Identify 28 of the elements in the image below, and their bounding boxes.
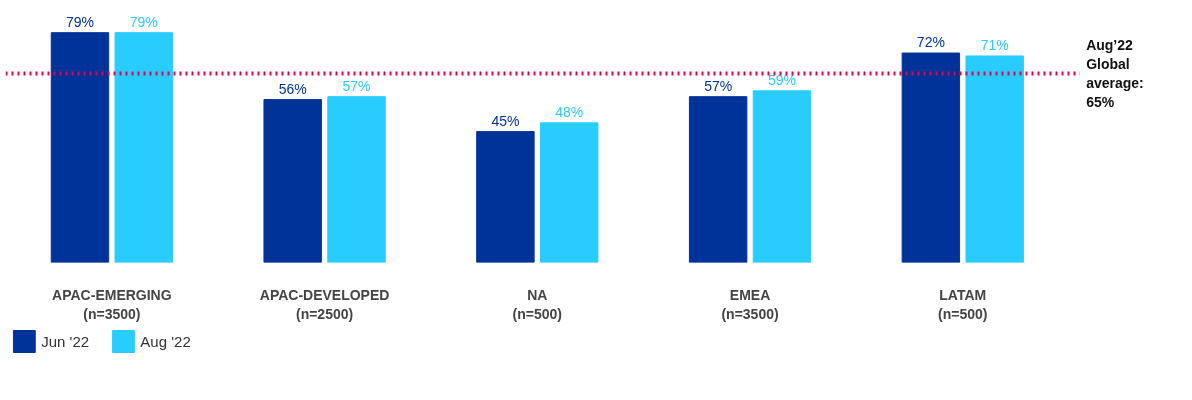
data-label: 48% xyxy=(555,103,584,120)
x-tick-label: NA (n=500) xyxy=(512,286,563,322)
bar xyxy=(901,52,961,263)
x-tick-label: APAC-DEVELOPED (n=2500) xyxy=(259,286,390,322)
ref-line-label: Aug’22 Global average: 65% xyxy=(1086,36,1144,111)
data-label: 56% xyxy=(278,80,307,97)
bar xyxy=(327,96,386,263)
bar xyxy=(688,96,748,263)
x-tick-label: APAC-EMERGING (n=3500) xyxy=(52,286,172,322)
bar xyxy=(114,32,173,263)
data-label: 71% xyxy=(980,36,1009,53)
legend-label: Aug '22 xyxy=(140,333,191,350)
data-label: 79% xyxy=(65,13,94,30)
data-label: 72% xyxy=(916,34,945,51)
data-label: 59% xyxy=(767,71,796,88)
bar xyxy=(476,131,535,263)
bar xyxy=(540,122,599,263)
bar xyxy=(965,55,1024,263)
bar xyxy=(752,90,812,263)
legend-label: Jun '22 xyxy=(41,333,90,350)
data-label: 57% xyxy=(704,77,733,94)
bar xyxy=(50,32,110,263)
data-label: 45% xyxy=(491,112,520,129)
x-tick-label: LATAM (n=500) xyxy=(938,286,988,322)
x-tick-label: EMEA (n=3500) xyxy=(721,286,779,322)
bar xyxy=(263,99,322,263)
data-label: 79% xyxy=(129,13,158,30)
data-label: 57% xyxy=(342,77,371,94)
